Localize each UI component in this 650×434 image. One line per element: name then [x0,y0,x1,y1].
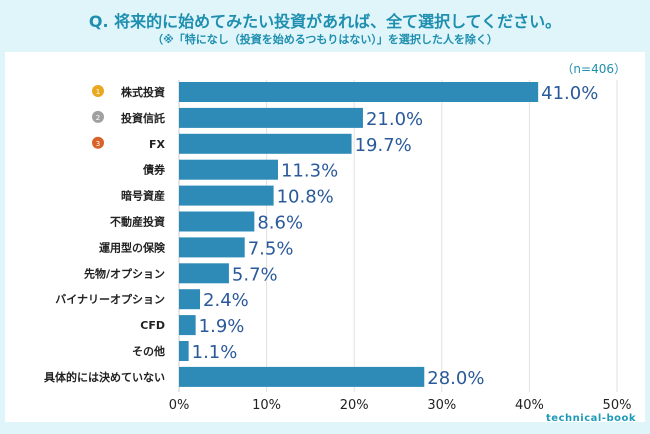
x-tick-label: 10% [252,398,281,413]
x-tick-label: 30% [427,398,456,413]
bar [179,341,189,361]
category-label: CFD [140,319,165,332]
data-label: 8.6% [257,213,303,234]
data-label: 1.1% [192,342,238,363]
category-label: 暗号資産 [121,189,165,203]
bar [179,159,278,180]
category-label: 先物/オプション [84,266,165,280]
chart-subtitle: （※「特になし（投資を始めるつもりはない）」を選択した人を除く） [152,33,498,46]
data-label: 21.0% [366,109,423,130]
bar [179,263,229,284]
data-label: 10.8% [277,187,334,208]
x-tick-label: 0% [169,398,190,413]
category-label: その他 [132,344,165,358]
x-tick-label: 20% [340,398,369,413]
rank-medal-icon [92,110,104,123]
watermark-logo: technical-book [546,413,636,424]
rank-number: 2 [96,114,100,122]
data-label: 2.4% [203,290,249,311]
data-label: 5.7% [232,264,278,285]
data-label: 7.5% [248,238,294,259]
sample-size: （n=406） [561,62,626,76]
category-label: FX [149,138,166,151]
rank-medal-icon [92,136,104,149]
category-label: 株式投資 [121,85,165,99]
x-tick-label: 40% [515,398,544,413]
data-label: 28.0% [427,368,484,389]
data-label: 1.9% [199,316,245,337]
category-label: 不動産投資 [110,215,165,229]
data-label: 11.3% [281,161,338,182]
category-label: 債券 [142,163,166,177]
rank-number: 3 [96,140,100,148]
category-label: 投資信託 [121,111,165,125]
chart-title: Q. 将来的に始めてみたい投資があれば、全て選択してください。 [88,12,562,31]
rank-medal-icon [92,85,104,97]
bar [179,211,255,232]
category-label: 運用型の保険 [99,240,166,254]
category-label: 具体的には決めていない [44,370,165,384]
bar [179,366,425,387]
bar [179,289,201,310]
x-tick-label: 50% [603,398,632,413]
category-label: バイナリーオプション [55,292,165,306]
data-label: 19.7% [355,135,412,156]
bar [179,107,363,128]
bar [179,315,196,336]
bar [179,237,245,258]
bar [179,185,274,206]
bar [179,133,352,154]
data-label: 41.0% [541,83,598,104]
bar [179,82,539,102]
rank-number: 1 [96,88,100,96]
